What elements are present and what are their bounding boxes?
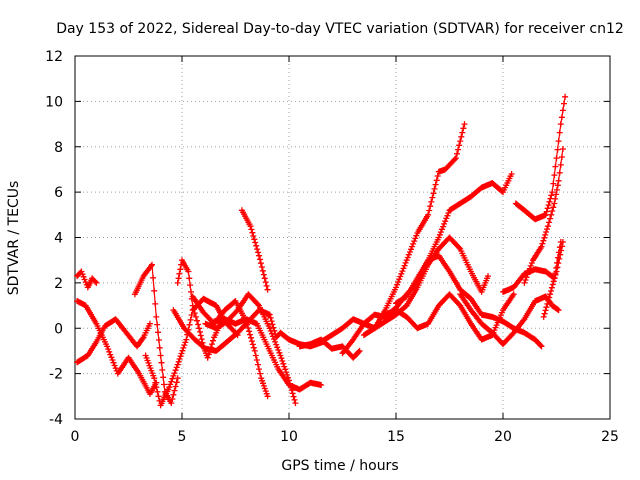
x-tick-label: 20	[494, 429, 512, 445]
y-tick-label: 0	[54, 321, 63, 337]
series-arc-2	[74, 268, 100, 291]
data-point-markers	[74, 268, 100, 291]
y-tick-label: 6	[54, 185, 63, 201]
y-tick-label: -4	[49, 412, 63, 428]
y-axis-label: SDTVAR / TECUs	[6, 181, 22, 296]
series-arc-12	[296, 336, 363, 361]
data-point-markers	[540, 239, 566, 320]
y-tick-label: 10	[45, 94, 63, 110]
chart-title: Day 153 of 2022, Sidereal Day-to-day VTE…	[56, 21, 624, 37]
series-arc-20	[512, 93, 569, 223]
series-arc-17	[393, 252, 545, 350]
data-point-markers	[500, 239, 564, 295]
data-point-markers	[512, 93, 569, 223]
x-tick-label: 10	[280, 429, 298, 445]
x-tick-label: 5	[178, 429, 187, 445]
y-tick-label: 2	[54, 276, 63, 292]
data-point-markers	[238, 207, 271, 293]
data-point-markers	[142, 295, 241, 409]
x-tick-label: 15	[387, 429, 405, 445]
x-tick-label: 25	[601, 429, 619, 445]
data-point-markers	[74, 316, 153, 366]
x-axis-label: GPS time / hours	[281, 458, 398, 474]
y-tick-label: 8	[54, 140, 63, 156]
series-arc-22	[540, 239, 566, 320]
data-point-markers	[318, 121, 468, 345]
series-arc-4	[131, 261, 181, 407]
data-point-markers	[211, 316, 325, 393]
y-tick-label: -2	[49, 367, 63, 383]
series-arc-13	[318, 121, 468, 345]
series-arc-3	[74, 298, 160, 397]
grid	[75, 56, 610, 419]
series-arc-11	[238, 207, 271, 293]
data-series	[74, 93, 569, 409]
data-point-markers	[296, 336, 363, 361]
y-tick-label: 12	[45, 49, 63, 65]
series-arc-10	[211, 316, 325, 393]
data-point-markers	[74, 298, 160, 397]
series-arc-21	[521, 146, 566, 286]
y-tick-label: 4	[54, 231, 63, 247]
series-arc-6	[174, 257, 224, 361]
series-arc-19	[500, 239, 564, 295]
x-tick-label: 0	[71, 429, 80, 445]
data-point-markers	[521, 146, 566, 286]
data-point-markers	[457, 291, 562, 348]
series-arc-5	[142, 295, 241, 409]
series-arc-1	[74, 316, 153, 366]
data-point-markers	[393, 252, 545, 350]
data-point-markers	[131, 261, 181, 407]
axis-ticks: 0 5 10 15 20 25 -4 -2 0 2 4 6 8 10 12	[45, 49, 619, 445]
